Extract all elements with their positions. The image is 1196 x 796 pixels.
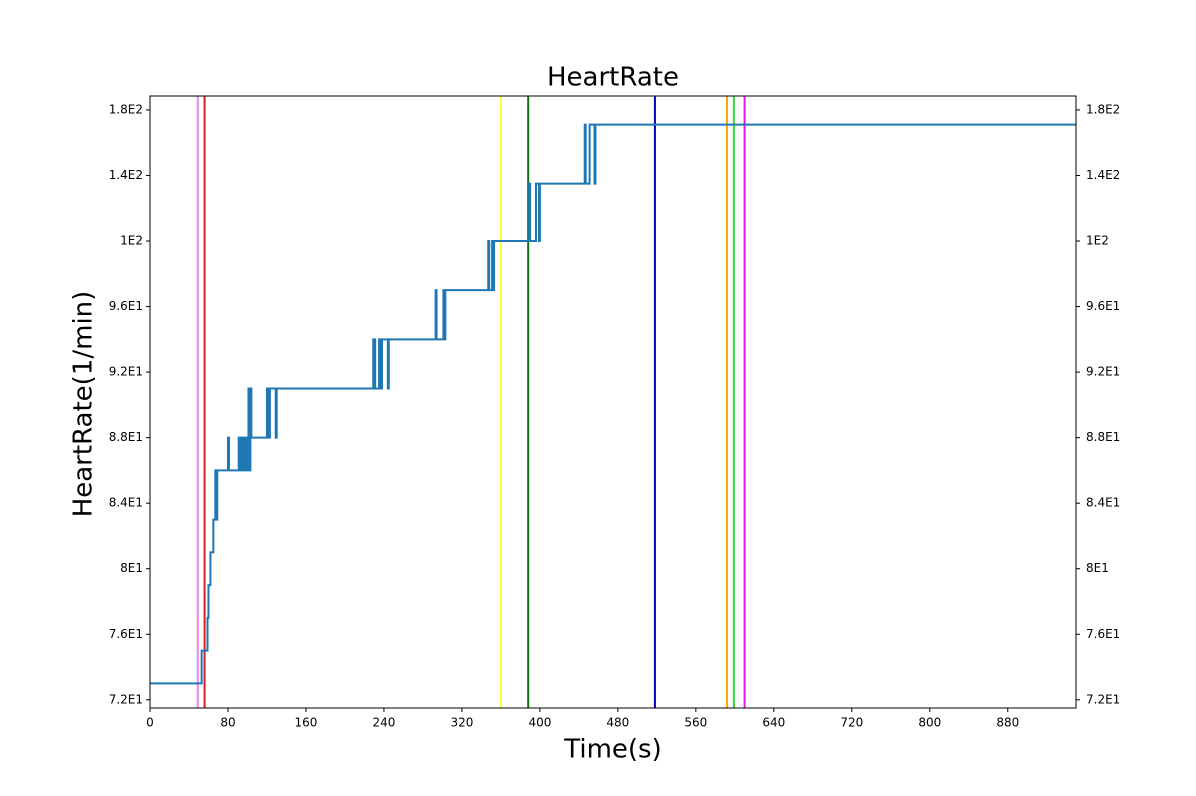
- y2-tick-label: 1.8E2: [1086, 102, 1120, 116]
- y2-tick-label: 8E1: [1086, 561, 1109, 575]
- x-tick-label: 880: [996, 716, 1019, 730]
- x-tick-label: 800: [918, 716, 941, 730]
- y2-tick-label: 9.6E1: [1086, 299, 1120, 313]
- y2-tick-label: 7.2E1: [1086, 692, 1120, 706]
- y2-tick-label: 8.8E1: [1086, 430, 1120, 444]
- x-tick-label: 0: [146, 716, 154, 730]
- x-tick-label: 720: [840, 716, 863, 730]
- y2-tick-label: 1.4E2: [1086, 168, 1120, 182]
- y2-tick-label: 9.2E1: [1086, 365, 1120, 379]
- y-axis-label: HeartRate(1/min): [69, 291, 99, 518]
- x-tick-label: 560: [684, 716, 707, 730]
- x-tick-label: 80: [220, 716, 235, 730]
- y-tick-label: 7.6E1: [109, 627, 143, 641]
- y-tick-label: 7.2E1: [109, 692, 143, 706]
- y2-tick-label: 8.4E1: [1086, 496, 1120, 510]
- y-tick-label: 8.4E1: [109, 496, 143, 510]
- x-tick-label: 480: [606, 716, 629, 730]
- y2-tick-label: 1E2: [1086, 234, 1109, 248]
- chart-title: HeartRate: [547, 63, 679, 93]
- y-tick-label: 9.2E1: [109, 365, 143, 379]
- x-tick-label: 160: [295, 716, 318, 730]
- y2-tick-label: 7.6E1: [1086, 627, 1120, 641]
- y-tick-label: 1.4E2: [109, 168, 143, 182]
- y-tick-label: 8.8E1: [109, 430, 143, 444]
- y-tick-label: 1.8E2: [109, 102, 143, 116]
- y-tick-label: 8E1: [120, 561, 143, 575]
- x-tick-label: 640: [762, 716, 785, 730]
- y-tick-label: 9.6E1: [109, 299, 143, 313]
- x-tick-label: 320: [450, 716, 473, 730]
- x-axis-label: Time(s): [563, 735, 661, 765]
- x-tick-label: 240: [372, 716, 395, 730]
- y-tick-label: 1E2: [120, 234, 143, 248]
- data-line: [150, 123, 1076, 685]
- x-tick-label: 400: [528, 716, 551, 730]
- plot-frame: [149, 95, 1077, 709]
